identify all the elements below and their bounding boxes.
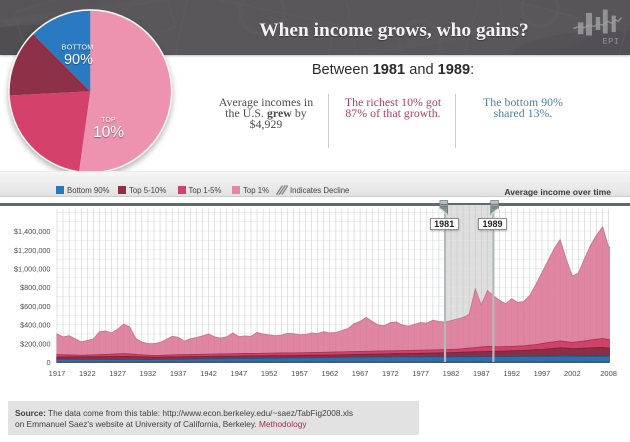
svg-text:1947: 1947 xyxy=(231,369,248,378)
svg-text:1972: 1972 xyxy=(382,369,399,378)
svg-text:1967: 1967 xyxy=(352,369,369,378)
svg-text:2008: 2008 xyxy=(600,369,617,378)
svg-text:1942: 1942 xyxy=(200,369,217,378)
svg-text:10%: 10% xyxy=(93,124,124,141)
svg-text:$1,400,000: $1,400,000 xyxy=(14,227,51,236)
svg-text:EPI: EPI xyxy=(603,37,620,47)
svg-text:TOP: TOP xyxy=(101,117,116,124)
svg-text:1927: 1927 xyxy=(109,369,126,378)
svg-text:$400,000: $400,000 xyxy=(20,321,50,330)
svg-text:1977: 1977 xyxy=(412,369,429,378)
svg-text:1957: 1957 xyxy=(291,369,308,378)
svg-text:BOTTOM: BOTTOM xyxy=(62,43,94,52)
svg-text:1917: 1917 xyxy=(49,369,66,378)
svg-text:1962: 1962 xyxy=(321,369,338,378)
svg-text:1997: 1997 xyxy=(534,369,551,378)
svg-text:1932: 1932 xyxy=(140,369,157,378)
svg-text:1987: 1987 xyxy=(473,369,490,378)
svg-text:$200,000: $200,000 xyxy=(20,339,50,348)
svg-text:$1,200,000: $1,200,000 xyxy=(14,246,51,255)
svg-text:1952: 1952 xyxy=(261,369,278,378)
svg-text:90%: 90% xyxy=(64,52,93,68)
svg-text:1982: 1982 xyxy=(443,369,460,378)
svg-text:1937: 1937 xyxy=(170,369,187,378)
svg-text:1922: 1922 xyxy=(79,369,96,378)
svg-text:$600,000: $600,000 xyxy=(20,302,50,311)
svg-text:$1,000,000: $1,000,000 xyxy=(14,265,51,274)
svg-text:2002: 2002 xyxy=(564,369,581,378)
svg-text:$800,000: $800,000 xyxy=(20,283,50,292)
svg-text:1992: 1992 xyxy=(503,369,520,378)
svg-text:0: 0 xyxy=(46,358,50,367)
